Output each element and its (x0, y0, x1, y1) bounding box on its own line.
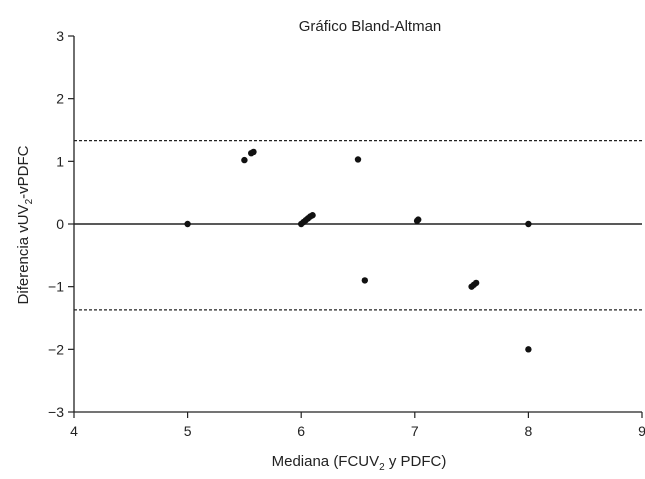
data-point (309, 212, 316, 219)
y-axis-label-rest: -vPDFC (15, 145, 32, 198)
data-point (354, 156, 362, 163)
y-axis-label: Diferencia vUV2-vPDFC (15, 145, 35, 304)
x-axis-label: Mediana (FCUV2 y PDFC) (272, 453, 447, 473)
y-tick-label: 1 (56, 153, 64, 169)
data-point (250, 148, 257, 156)
x-axis-label-sub: 2 (379, 462, 385, 473)
x-tick-label: 4 (70, 423, 78, 439)
svg-text:Diferencia vUV2-vPDFC: Diferencia vUV2-vPDFC (15, 145, 35, 304)
y-tick-label: −3 (48, 404, 64, 420)
data-point (415, 216, 422, 223)
y-tick-label: 3 (56, 28, 64, 44)
y-axis-label-sub: 2 (24, 198, 35, 204)
x-tick-label: 9 (638, 423, 645, 439)
y-tick-label: 0 (56, 216, 64, 232)
y-tick-label: −2 (48, 341, 64, 357)
x-tick-label: 6 (297, 423, 305, 439)
data-point (184, 220, 191, 228)
x-tick-label: 5 (184, 423, 192, 439)
x-axis-label-main: Mediana (FCUV (272, 453, 380, 470)
data-point (361, 277, 369, 284)
x-axis-label-rest: y PDFC) (385, 453, 447, 470)
x-tick-label: 8 (525, 423, 533, 439)
x-tick-label: 7 (411, 423, 419, 439)
chart-title: Gráfico Bland-Altman (299, 18, 442, 35)
y-tick-label: −1 (48, 279, 64, 295)
y-tick-label: 2 (56, 91, 64, 107)
y-axis-label-main: Diferencia vUV (15, 204, 32, 304)
data-point (241, 156, 248, 164)
data-point (472, 279, 480, 287)
data-point (525, 346, 532, 353)
data-point (525, 220, 532, 228)
plot-area: −3 −2 −1 0 1 2 3 4 5 6 7 8 9 (48, 28, 645, 439)
